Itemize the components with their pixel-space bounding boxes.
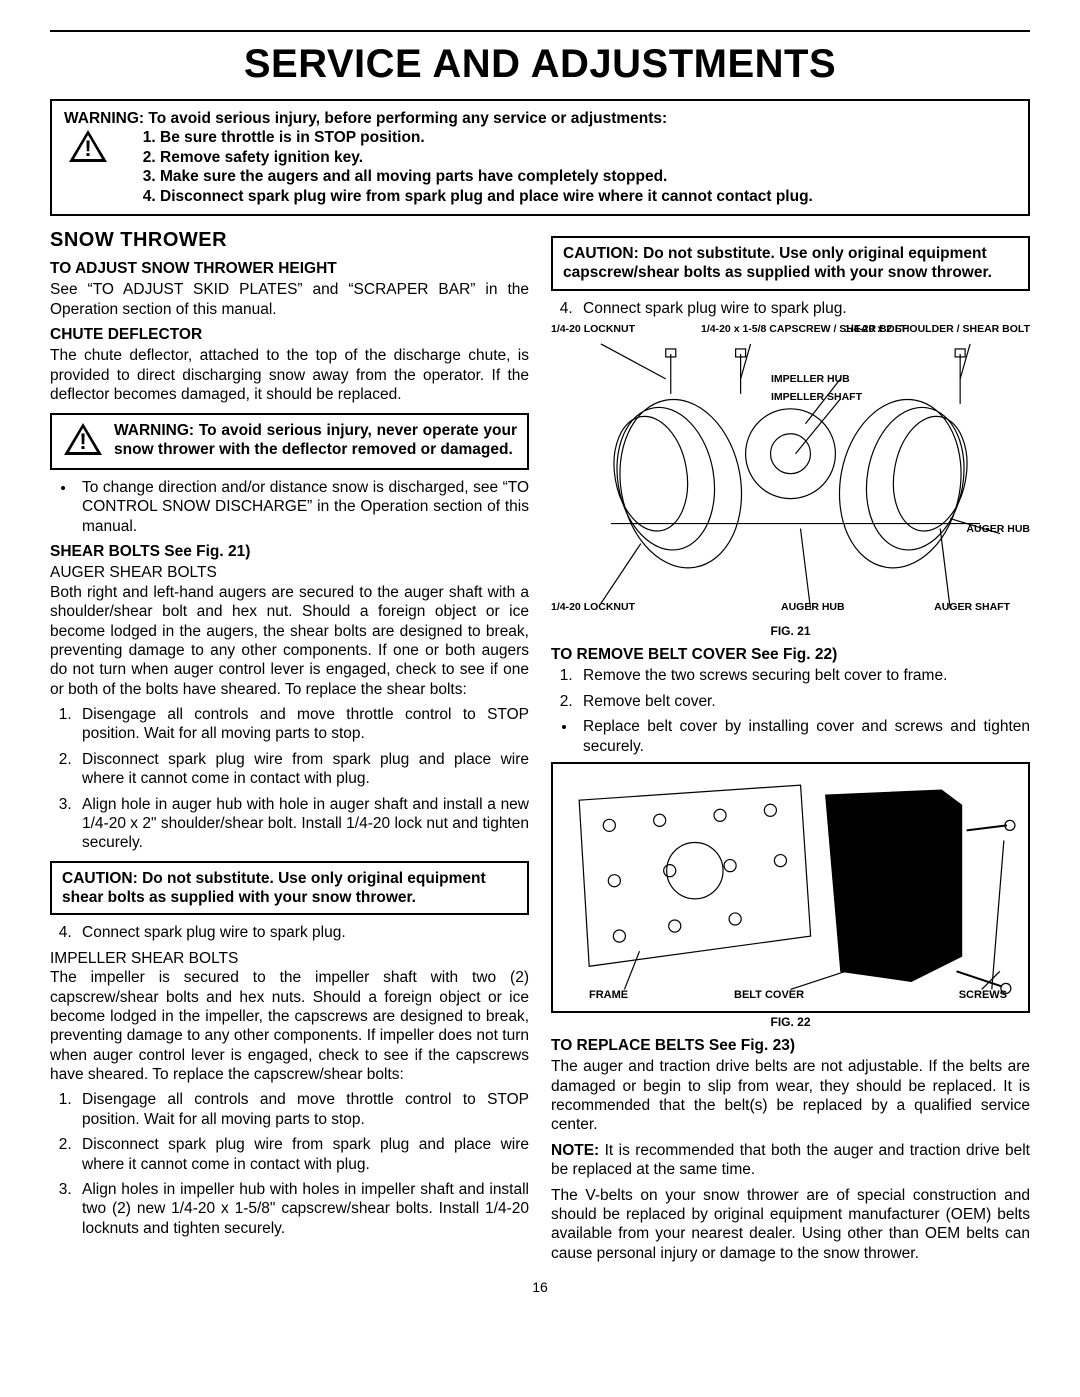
deflector-warning-box: ! WARNING: To avoid serious injury, neve… [50,413,529,470]
list-item: Disengage all controls and move throttle… [76,705,529,744]
top-warning-box: WARNING: To avoid serious injury, before… [50,99,1030,216]
warning-icon: ! [64,128,112,164]
bullet-list: Replace belt cover by installing cover a… [551,717,1030,756]
body-text: See “TO ADJUST SKID PLATES” and “SCRAPER… [50,280,529,319]
auger-diagram-svg [551,324,1030,623]
list-item: Remove the two screws securing belt cove… [577,666,1030,685]
diagram-label: FRAME [589,989,628,1003]
step-list: Remove the two screws securing belt cove… [551,666,1030,711]
page-title: SERVICE AND ADJUSTMENTS [50,42,1030,87]
subheading: SHEAR BOLTS See Fig. 21) [50,542,529,561]
svg-text:!: ! [84,136,91,161]
subheading: TO REMOVE BELT COVER See Fig. 22) [551,645,1030,664]
list-item: Connect spark plug wire to spark plug. [76,923,529,942]
diagram-label: BELT COVER [734,989,804,1003]
list-item: Disengage all controls and move throttle… [76,1090,529,1129]
page-number: 16 [50,1279,1030,1295]
list-item: Disconnect spark plug wire from spark pl… [76,1135,529,1174]
list-item: Align holes in impeller hub with holes i… [76,1180,529,1238]
body-text: NOTE: It is recommended that both the au… [551,1141,1030,1180]
step-list: Disengage all controls and move throttle… [50,1090,529,1238]
belt-cover-svg [559,770,1022,1007]
warn-item: Disconnect spark plug wire from spark pl… [160,187,813,206]
belt-cover-diagram: FRAME BELT COVER SCREWS [559,770,1022,1005]
list-item: Remove belt cover. [577,692,1030,711]
subheading: CHUTE DEFLECTOR [50,325,529,344]
body-text: The impeller is secured to the impeller … [50,968,529,1084]
figure-caption: FIG. 22 [551,1015,1030,1030]
step-list: Disengage all controls and move throttle… [50,705,529,853]
warn-item: Make sure the augers and all moving part… [160,167,813,186]
figure-22-box: FRAME BELT COVER SCREWS [551,762,1030,1013]
svg-text:!: ! [79,429,86,454]
section-heading: SNOW THROWER [50,228,529,253]
list-item: Connect spark plug wire to spark plug. [577,299,1030,318]
body-text: The auger and traction drive belts are n… [551,1057,1030,1135]
warning-list: Be sure throttle is in STOP position. Re… [112,128,813,206]
subheading: TO ADJUST SNOW THROWER HEIGHT [50,259,529,278]
right-column: CAUTION: Do not substitute. Use only ori… [551,228,1030,1269]
warning-text: WARNING: To avoid serious injury, never … [114,421,517,460]
warn-item: Remove safety ignition key. [160,148,813,167]
bullet-list: To change direction and/or distance snow… [50,478,529,536]
body-text: The V-belts on your snow thrower are of … [551,1186,1030,1264]
warn-item: Be sure throttle is in STOP position. [160,128,813,147]
caution-box: CAUTION: Do not substitute. Use only ori… [50,861,529,916]
warning-icon: ! [62,421,104,462]
body-text: The chute deflector, attached to the top… [50,346,529,404]
step-list: Connect spark plug wire to spark plug. [551,299,1030,318]
step-list: Connect spark plug wire to spark plug. [50,923,529,942]
list-item: To change direction and/or distance snow… [76,478,529,536]
list-item: Replace belt cover by installing cover a… [577,717,1030,756]
body-text: Both right and left-hand augers are secu… [50,583,529,699]
sub-label: AUGER SHEAR BOLTS [50,563,529,582]
subheading: TO REPLACE BELTS See Fig. 23) [551,1036,1030,1055]
warning-lead: WARNING: To avoid serious injury, before… [64,109,1016,128]
diagram-label: SCREWS [959,989,1007,1003]
sub-label: IMPELLER SHEAR BOLTS [50,949,529,968]
figure-caption: FIG. 21 [551,624,1030,639]
caution-box: CAUTION: Do not substitute. Use only ori… [551,236,1030,291]
list-item: Align hole in auger hub with hole in aug… [76,795,529,853]
list-item: Disconnect spark plug wire from spark pl… [76,750,529,789]
left-column: SNOW THROWER TO ADJUST SNOW THROWER HEIG… [50,228,529,1269]
figure-21-diagram: 1/4-20 LOCKNUT 1/4-20 x 1-5/8 CAPSCREW /… [551,324,1030,624]
